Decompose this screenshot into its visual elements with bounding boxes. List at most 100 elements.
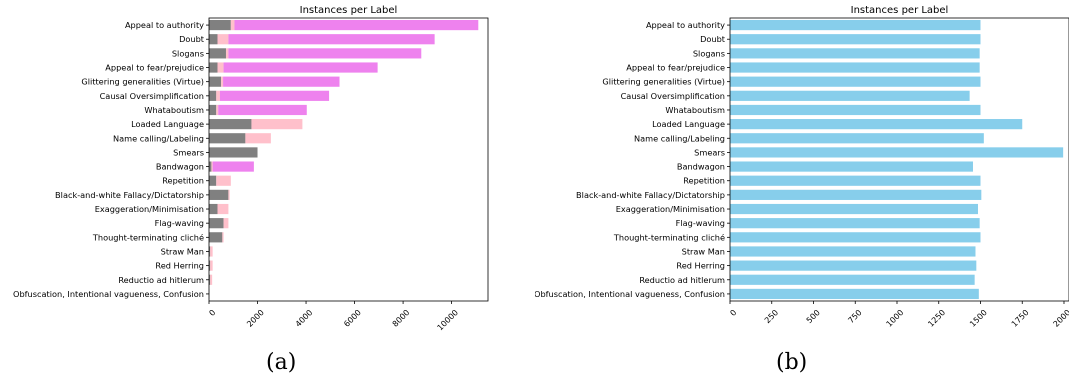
y-tick-label: Obfuscation, Intentional vagueness, Conf… (13, 289, 204, 299)
y-tick-label: Exaggeration/Minimisation (616, 204, 725, 214)
x-tick-label: 750 (846, 308, 863, 325)
bar-segment (209, 218, 224, 229)
bar-segment (209, 203, 218, 215)
plot-frame (729, 17, 1069, 302)
bar (730, 48, 980, 59)
y-tick-label: Loaded Language (652, 119, 725, 129)
bar-segment (209, 62, 218, 73)
bar-segment (216, 104, 219, 116)
x-tick-label: 1000 (885, 308, 906, 329)
y-tick-label: Bandwagon (156, 162, 204, 172)
y-tick-label: Red Herring (676, 261, 725, 271)
bar-segment (212, 161, 254, 172)
x-tick-label: 500 (805, 308, 822, 325)
bar-segment (222, 232, 224, 243)
bar (730, 104, 981, 116)
caption-a: (a) (266, 350, 297, 375)
y-tick-label: Thought-terminating cliché (613, 232, 725, 242)
bar-segment (209, 34, 218, 45)
bar (730, 90, 970, 101)
y-tick-label: Black-and-white Fallacy/Dictatorship (55, 190, 204, 200)
y-tick-label: Doubt (179, 34, 205, 44)
caption-b: (b) (776, 350, 808, 375)
y-tick-label: Repetition (683, 176, 725, 186)
y-tick-label: Slogans (172, 48, 204, 58)
bar (730, 175, 981, 186)
bar-segment (228, 34, 435, 45)
x-tick-label: 2000 (1052, 308, 1069, 329)
bar-segment (223, 76, 340, 87)
y-tick-label: Appeal to authority (125, 20, 204, 30)
bar-segment (209, 274, 211, 285)
bar-segment (245, 133, 271, 144)
y-tick-label: Name calling/Labeling (113, 133, 204, 143)
bar-segment (217, 62, 224, 73)
bar-segment (230, 19, 235, 31)
bar-segment (251, 119, 303, 130)
bar (730, 232, 981, 243)
bar (730, 218, 980, 229)
bar-segment (209, 246, 211, 257)
x-tick-label: 6000 (342, 308, 363, 329)
y-tick-label: Thought-terminating cliché (92, 232, 204, 242)
y-tick-label: Obfuscation, Intentional vagueness, Conf… (535, 289, 725, 299)
x-tick-label: 1250 (926, 308, 947, 329)
y-tick-label: Flag-waving (155, 218, 204, 228)
bar-segment (218, 104, 307, 116)
chart-title: Instances per Label (851, 5, 949, 16)
y-tick-label: Appeal to fear/prejudice (626, 63, 725, 73)
bar (730, 76, 981, 87)
y-tick-label: Exaggeration/Minimisation (95, 204, 204, 214)
y-tick-label: Straw Man (682, 246, 725, 256)
bar-segment (209, 48, 226, 59)
bar (730, 288, 979, 300)
bar-segment (209, 19, 231, 31)
bar-segment (228, 189, 230, 200)
x-tick-label: 4000 (294, 308, 315, 329)
bar (730, 34, 981, 45)
bar-segment (234, 19, 479, 31)
bar-segment (223, 218, 229, 229)
bar-segment (209, 104, 217, 116)
y-tick-label: Black-and-white Fallacy/Dictatorship (576, 190, 725, 200)
bar-segment (209, 147, 258, 158)
x-tick-label: 1500 (968, 308, 989, 329)
bar (730, 161, 973, 172)
bar-segment (216, 90, 220, 101)
bar-segment (210, 246, 213, 257)
bar-segment (223, 62, 378, 73)
x-tick-label: 10000 (436, 308, 460, 332)
x-tick-label: 1750 (1010, 308, 1031, 329)
x-tick-label: 0 (728, 308, 738, 318)
bar (730, 274, 975, 285)
chart-title: Instances per Label (300, 5, 398, 16)
bar (730, 19, 981, 31)
y-tick-label: Straw Man (161, 246, 204, 256)
bar-segment (210, 260, 213, 271)
bar-segment (217, 34, 229, 45)
y-tick-label: Slogans (693, 48, 725, 58)
bar (730, 203, 978, 215)
y-tick-label: Reductio ad hitlerum (118, 275, 204, 285)
bar-segment (219, 90, 330, 101)
bar-segment (209, 119, 252, 130)
x-tick-label: 250 (763, 308, 780, 325)
chart-a: Instances per Label Appeal to authority Do… (13, 5, 489, 332)
y-tick-label: Whataboutism (144, 105, 204, 115)
bar (730, 260, 977, 271)
chart-b: Instances per Label Appeal to authority Do… (535, 5, 1069, 329)
bar-segment (209, 232, 223, 243)
y-tick-label: Red Herring (155, 261, 204, 271)
x-tick-label: 0 (207, 308, 217, 318)
bar (730, 246, 976, 257)
y-tick-label: Glittering generalities (Virtue) (81, 77, 204, 87)
bar-segment (221, 76, 224, 87)
bar-segment (209, 189, 229, 200)
bar-segment (209, 161, 212, 172)
y-tick-label: Smears (173, 147, 204, 157)
y-tick-label: Name calling/Labeling (634, 133, 725, 143)
bar-segment (216, 175, 231, 186)
bar (730, 62, 980, 73)
y-tick-label: Loaded Language (131, 119, 204, 129)
